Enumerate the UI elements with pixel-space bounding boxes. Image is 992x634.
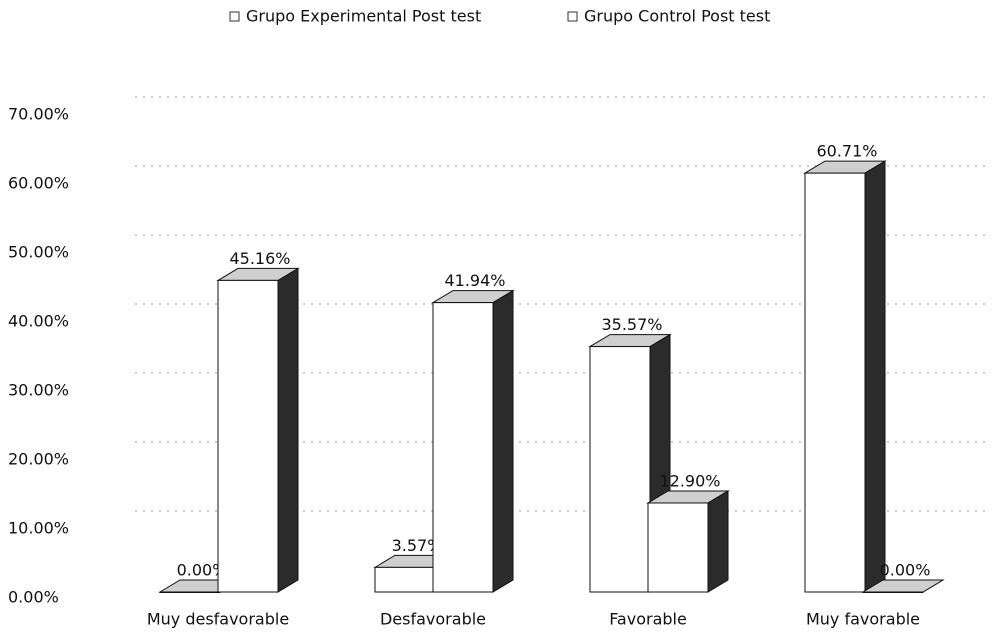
legend-label: Grupo Experimental Post test bbox=[246, 7, 481, 26]
bar-front bbox=[374, 566, 436, 593]
bar-front bbox=[804, 172, 866, 593]
bar bbox=[803, 160, 887, 593]
y-tick-label: 10.00% bbox=[8, 519, 69, 538]
bar-side bbox=[492, 289, 514, 593]
value-label: 12.90% bbox=[659, 471, 720, 490]
y-tick-label: 60.00% bbox=[8, 174, 69, 193]
y-tick-label: 30.00% bbox=[8, 381, 69, 400]
bar-front bbox=[432, 302, 494, 593]
bar-side bbox=[707, 490, 729, 593]
value-label: 3.57% bbox=[392, 536, 443, 555]
bar bbox=[431, 289, 515, 593]
bar-side bbox=[864, 160, 886, 593]
bar-front bbox=[589, 346, 651, 593]
bar bbox=[646, 490, 730, 593]
legend-label: Grupo Control Post test bbox=[584, 7, 770, 26]
bar bbox=[216, 267, 300, 593]
y-tick-label: 0.00% bbox=[8, 588, 59, 607]
x-tick-label: Favorable bbox=[609, 610, 687, 629]
value-label: 41.94% bbox=[444, 271, 505, 290]
bar-front bbox=[159, 591, 221, 593]
y-tick-label: 20.00% bbox=[8, 450, 69, 469]
y-tick-label: 40.00% bbox=[8, 312, 69, 331]
x-tick-label: Desfavorable bbox=[380, 610, 486, 629]
bar-side bbox=[277, 267, 299, 593]
bar-front bbox=[862, 591, 924, 593]
value-label: 35.57% bbox=[601, 315, 662, 334]
value-label: 0.00% bbox=[880, 561, 931, 580]
bar-front bbox=[647, 502, 709, 593]
value-label: 60.71% bbox=[816, 142, 877, 161]
value-label: 45.16% bbox=[229, 249, 290, 268]
bar bbox=[588, 333, 672, 593]
y-tick-label: 50.00% bbox=[8, 243, 69, 262]
y-tick-label: 70.00% bbox=[8, 105, 69, 124]
legend-swatch bbox=[567, 11, 578, 22]
x-tick-label: Muy favorable bbox=[806, 610, 920, 629]
x-tick-label: Muy desfavorable bbox=[147, 610, 289, 629]
bar-front bbox=[217, 279, 279, 593]
bar bbox=[861, 579, 945, 593]
value-label: 0.00% bbox=[177, 561, 228, 580]
legend-swatch bbox=[229, 11, 240, 22]
